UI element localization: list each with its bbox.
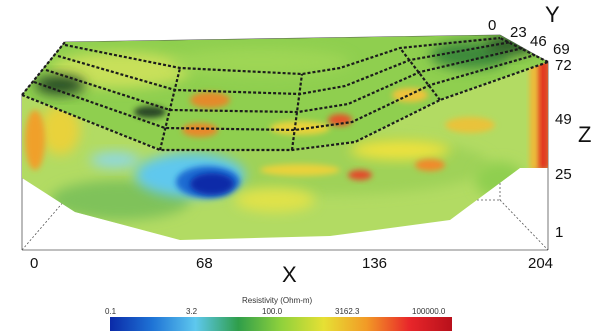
colorbar-tick: 100000.0 (412, 307, 446, 316)
colorbar-tick: 3162.3 (335, 307, 360, 316)
x-axis-label: X (282, 262, 297, 287)
z-axis-label: Z (578, 122, 591, 147)
z-axis: 72 49 25 1 Z (555, 57, 591, 241)
colorbar-tick: 0.1 (105, 307, 117, 316)
y-axis-label: Y (545, 2, 560, 27)
colorbar-tick: 100.0 (262, 307, 283, 316)
x-tick: 0 (30, 255, 38, 272)
z-tick: 25 (555, 166, 572, 183)
x-axis: 0 68 136 204 X (30, 255, 553, 287)
x-tick: 204 (528, 255, 553, 272)
survey-lines (21, 36, 549, 152)
y-tick: 23 (510, 24, 527, 41)
z-tick: 1 (555, 224, 563, 241)
colorbar-title: Resistivity (Ohm-m) (242, 296, 313, 305)
x-tick: 136 (362, 255, 387, 272)
colorbar-gradient (110, 317, 452, 331)
y-tick: 69 (553, 41, 570, 58)
z-tick: 72 (555, 57, 572, 74)
y-tick: 46 (530, 33, 547, 50)
x-tick: 68 (196, 255, 213, 272)
z-tick: 49 (555, 111, 572, 128)
y-axis: 0 23 46 69 Y (488, 2, 570, 58)
colorbar: Resistivity (Ohm-m) 0.1 3.2 100.0 3162.3… (105, 296, 452, 331)
colorbar-tick: 3.2 (186, 307, 198, 316)
y-tick: 0 (488, 17, 496, 34)
